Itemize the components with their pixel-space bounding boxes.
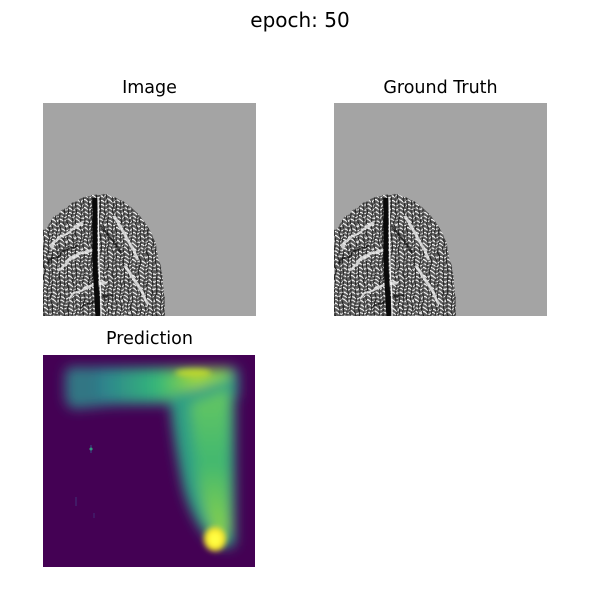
figure-title: epoch: 50 — [250, 8, 350, 32]
prediction-panel — [43, 355, 256, 568]
input-image-panel — [43, 103, 256, 316]
ground-truth-panel-title: Ground Truth — [383, 78, 498, 98]
image-panel-title: Image — [122, 78, 177, 98]
ground-truth-panel — [334, 103, 547, 316]
prediction-panel-title: Prediction — [106, 329, 193, 349]
ground-truth-mri-slice — [334, 103, 547, 316]
prediction-heatmap — [43, 355, 255, 567]
input-image-mri-slice — [43, 103, 256, 316]
